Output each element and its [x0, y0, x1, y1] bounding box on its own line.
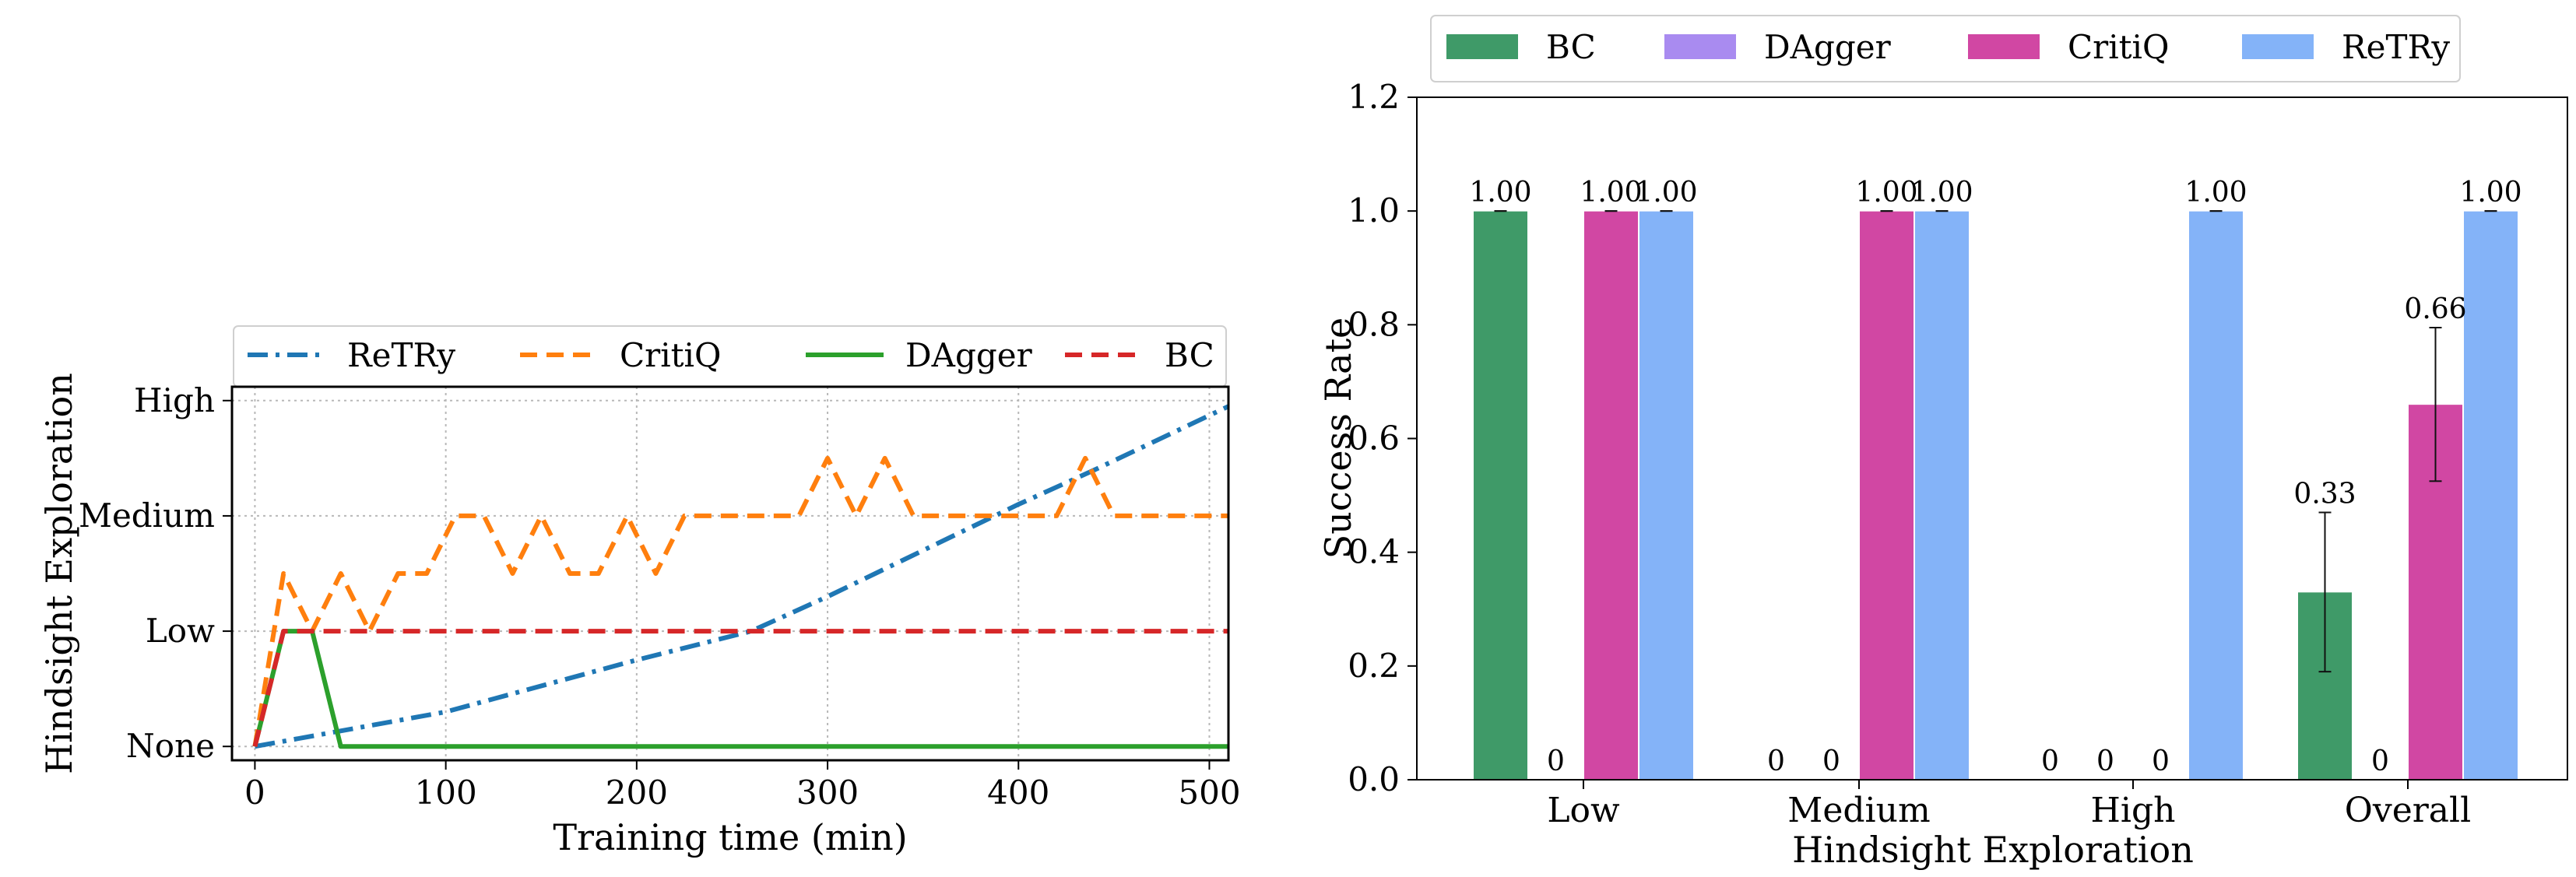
line-y-tick-label: Low	[146, 612, 215, 650]
line-legend-label: BC	[1165, 336, 1214, 374]
bar-value-label: 0	[2096, 745, 2114, 777]
bar-legend-swatch	[2242, 34, 2314, 59]
line-y-axis-label: Hindsight Exploration	[38, 373, 80, 774]
line-chart: ReTRy CritiQ DAgger BC 0 100 200 300 400 500 Non…	[38, 325, 1241, 858]
bar-critiq-medium	[1859, 210, 1914, 781]
bar-value-label: 1.00	[1910, 177, 1973, 209]
bar-value-label: 0	[2152, 745, 2170, 777]
bar-x-axis: Low Medium High Overall	[1547, 780, 2471, 830]
line-y-axis: None Low Medium High	[79, 381, 232, 765]
bar-retry-overall	[2463, 210, 2518, 781]
line-x-axis: 0 100 200 300 400 500	[244, 760, 1241, 812]
line-x-tick-label: 500	[1178, 774, 1240, 812]
bar-y-tick-label: 0.8	[1348, 305, 1400, 343]
line-series-critiq	[252, 455, 1228, 747]
bar-value-label: 0	[1822, 745, 1840, 777]
bar-critiq-low	[1583, 210, 1639, 781]
bar-value-label: 1.00	[1635, 177, 1697, 209]
bar-value-label: 1.00	[1580, 177, 1642, 209]
bar-value-label: 1.00	[1855, 177, 1917, 209]
line-plot-frame	[230, 385, 1230, 762]
bar-y-tick-label: 0.4	[1348, 533, 1400, 571]
line-x-tick-label: 0	[244, 774, 265, 812]
bar-chart: BC DAgger CritiQ ReTRy 0.0 0.2 0.4 0.6 0.8 1.0 1.…	[1317, 15, 2568, 871]
bar-legend-label: BC	[1546, 28, 1596, 66]
bar-y-axis-label: Success Rate	[1317, 317, 1359, 560]
bar-value-label: 1.00	[1469, 177, 1531, 209]
bar-x-tick-label: Low	[1547, 791, 1620, 830]
bar-x-tick-label: High	[2091, 791, 2176, 830]
line-x-axis-label: Training time (min)	[553, 816, 907, 858]
line-grid	[232, 387, 1228, 760]
line-y-tick-label: None	[126, 727, 215, 765]
bar-legend-swatch	[1446, 34, 1518, 59]
bar-legend-label: DAgger	[1764, 28, 1892, 66]
bar-value-label: 0.66	[2404, 293, 2466, 325]
bar-series-group	[1473, 210, 2518, 781]
line-x-tick-label: 100	[415, 774, 477, 812]
line-y-tick-label: High	[134, 381, 215, 419]
line-x-tick-label: 400	[987, 774, 1049, 812]
bar-y-tick-label: 1.0	[1348, 191, 1400, 230]
bar-legend: BC DAgger CritiQ ReTRy	[1446, 28, 2450, 66]
bar-y-tick-label: 0.6	[1348, 419, 1400, 458]
line-x-tick-label: 300	[796, 774, 859, 812]
bar-value-label: 0	[1547, 745, 1565, 777]
bar-y-axis: 0.0 0.2 0.4 0.6 0.8 1.0 1.2	[1348, 78, 1417, 798]
bar-retry-high	[2188, 210, 2244, 781]
line-legend: ReTRy CritiQ DAgger BC	[248, 336, 1214, 374]
line-series-group	[252, 404, 1230, 749]
bar-retry-low	[1639, 210, 1694, 781]
bar-y-tick-label: 0.2	[1348, 647, 1400, 685]
bar-bc-low	[1473, 210, 1528, 781]
bar-legend-label: ReTRy	[2342, 28, 2450, 66]
bar-plot-frame	[1416, 96, 2568, 781]
bar-x-axis-label: Hindsight Exploration	[1792, 829, 2194, 871]
bar-retry-medium	[1914, 210, 1970, 781]
bar-value-label: 1.00	[2184, 177, 2247, 209]
bar-x-tick-label: Medium	[1787, 791, 1930, 830]
line-legend-label: CritiQ	[620, 336, 721, 374]
line-y-tick-label: Medium	[79, 496, 215, 535]
line-legend-label: ReTRy	[347, 336, 455, 374]
bar-value-label: 0	[1767, 745, 1785, 777]
bar-y-tick-label: 1.2	[1348, 78, 1400, 116]
bar-legend-frame	[1430, 15, 2461, 82]
bar-legend-swatch	[1664, 34, 1736, 59]
line-series-dagger	[252, 629, 1228, 749]
line-x-tick-label: 200	[606, 774, 668, 812]
line-series-retry	[254, 404, 1230, 749]
line-series-bc	[252, 629, 1228, 747]
bar-value-label: 1.00	[2459, 177, 2522, 209]
bar-value-label: 0	[2041, 745, 2059, 777]
bar-legend-swatch	[1968, 34, 2040, 59]
bar-value-label: 0.33	[2293, 479, 2356, 510]
bar-legend-label: CritiQ	[2068, 28, 2169, 66]
bar-value-label: 0	[2371, 745, 2389, 777]
bar-x-tick-label: Overall	[2345, 791, 2471, 830]
bar-y-tick-label: 0.0	[1348, 760, 1400, 798]
line-legend-label: DAgger	[905, 336, 1033, 374]
